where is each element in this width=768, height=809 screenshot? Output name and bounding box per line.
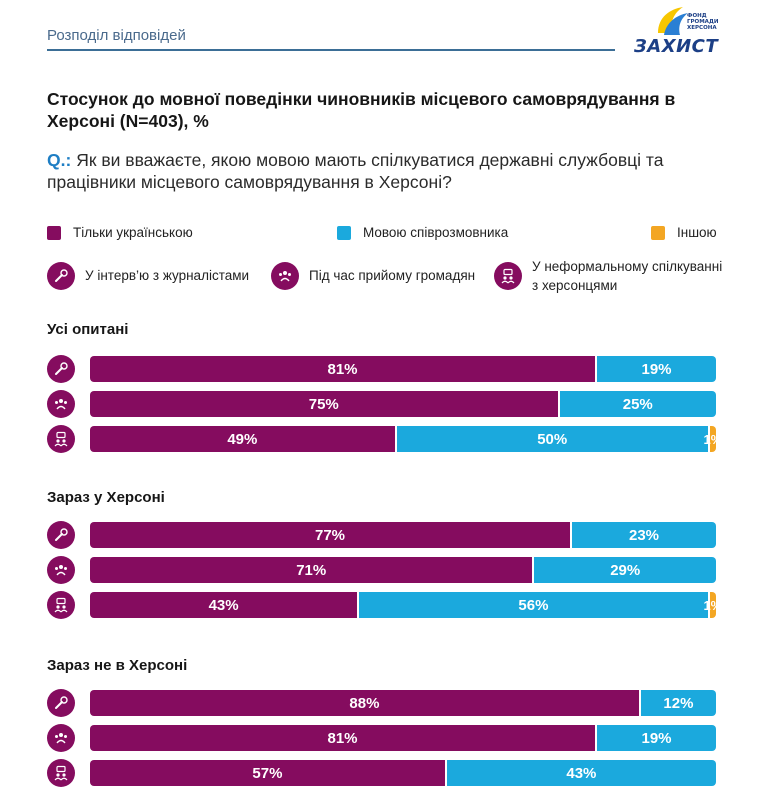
bar-row: 88% 12% [47,689,717,717]
stacked-bar: 81% 19% [90,356,716,382]
data-label: 1% [703,597,716,613]
bar-segment-interlocutor: 19% [597,725,716,751]
group-icon [47,724,75,752]
bar-segment-ukrainian: 49% [90,426,397,452]
survey-question: Q.: Як ви вважаєте, якою мовою мають спі… [47,149,727,193]
bar-segment-ukrainian: 88% [90,690,641,716]
data-label: 81% [327,360,358,378]
header-divider [47,49,615,51]
data-label: 1% [703,431,716,447]
logo-caption: ФОНД ГРОМАДИ ХЕРСОНА [687,13,719,31]
group-icon [271,262,299,290]
legend-swatch-interlocutor [337,225,351,240]
group-icon [47,556,75,584]
group-title: Зараз у Херсоні [47,489,165,506]
stacked-bar: 71% 29% [90,557,716,583]
bar-segment-ukrainian: 43% [90,592,360,618]
bar-row: 49% 50% 1% [47,425,717,453]
legend-label: Іншою [677,225,717,240]
bar-segment-ukrainian: 77% [90,522,573,548]
chat-people-icon [47,425,75,453]
bar-segment-interlocutor: 12% [640,690,716,716]
zahyst-logo [658,7,688,35]
bar-segment-other: 1% [703,592,716,618]
chat-people-icon [494,262,522,290]
data-label: 77% [314,526,346,544]
question-prefix: Q.: [47,150,72,170]
bar-segment-interlocutor: 23% [572,522,716,548]
legend-label: У неформальному спілкуванні з херсонцями [532,259,723,293]
bar-row: 81% 19% [47,724,717,752]
legend-swatch-ukrainian [47,225,61,240]
data-label: 43% [208,596,239,614]
data-label: 19% [641,360,672,378]
legend-label: Під час прийому громадян [309,268,476,283]
chart-title: Стосунок до мовної поведінки чиновників … [47,89,676,131]
legend-item-ukrainian: Тільки українською [47,225,193,240]
microphone-icon [47,262,75,290]
bar-segment-interlocutor: 56% [359,592,710,618]
stacked-bar: 49% 50% 1% [90,426,716,452]
chat-people-icon [47,759,75,787]
data-label: 56% [518,596,549,614]
data-label: 75% [308,395,339,413]
legend-label: У інтерв’ю з журналістами [85,268,250,283]
legend-label: Тільки українською [73,225,193,240]
stacked-bar: 43% 56% 1% [90,592,716,618]
bar-segment-interlocutor: 43% [446,760,716,786]
bar-row: 71% 29% [47,556,717,584]
legend-item-other: Іншою [651,225,717,240]
microphone-icon [47,689,75,717]
data-label: 49% [227,430,258,448]
stacked-bar: 77% 23% [90,522,716,548]
bar-segment-other: 1% [703,426,716,452]
stacked-bar: 75% 25% [90,391,716,417]
group-icon [47,390,75,418]
group-title: Усі опитані [47,321,129,338]
bar-segment-ukrainian: 75% [90,391,560,417]
bar-segment-interlocutor: 19% [597,356,716,382]
data-label: 23% [628,526,660,544]
bar-row: 77% 23% [47,521,717,549]
bar-segment-interlocutor: 50% [396,426,710,452]
data-label: 57% [252,764,283,782]
bar-segment-ukrainian: 71% [90,557,535,583]
bar-row: 81% 19% [47,355,717,383]
data-label: 12% [663,694,694,712]
bar-segment-interlocutor: 29% [534,557,716,583]
microphone-icon [47,521,75,549]
bar-row: 75% 25% [47,390,717,418]
data-label: 43% [566,764,597,782]
bar-segment-interlocutor: 25% [559,391,716,417]
group-title: Зараз не в Херсоні [47,657,188,674]
data-label: 88% [349,694,380,712]
question-text: Як ви вважаєте, якою мовою мають спілкув… [47,150,664,192]
legend-situation-reception: Під час прийому громадян [271,262,475,290]
bar-segment-ukrainian: 81% [90,725,598,751]
logo-wordmark: ЗАХИСТ [634,36,719,57]
bar-row: 57% 43% [47,759,717,787]
stacked-bar: 88% 12% [90,690,716,716]
data-label: 19% [641,729,672,747]
stacked-bar: 81% 19% [90,725,716,751]
data-label: 50% [537,430,568,448]
stacked-bar: 57% 43% [90,760,716,786]
legend-label: Мовою співрозмовника [363,225,509,240]
legend-situation-interview: У інтерв’ю з журналістами [47,262,249,290]
chat-people-icon [47,591,75,619]
legend-item-interlocutor: Мовою співрозмовника [337,225,508,240]
bar-segment-ukrainian: 57% [90,760,447,786]
data-label: 29% [610,561,641,579]
microphone-icon [47,355,75,383]
legend-swatch-other [651,225,665,240]
bar-segment-ukrainian: 81% [90,356,598,382]
data-label: 71% [296,561,327,579]
legend-situation-informal: У неформальному спілкуванні з херсонцями [494,257,724,295]
page-header-title: Розподіл відповідей [47,27,186,44]
data-label: 81% [327,729,358,747]
bar-row: 43% 56% 1% [47,591,717,619]
data-label: 25% [622,395,653,413]
